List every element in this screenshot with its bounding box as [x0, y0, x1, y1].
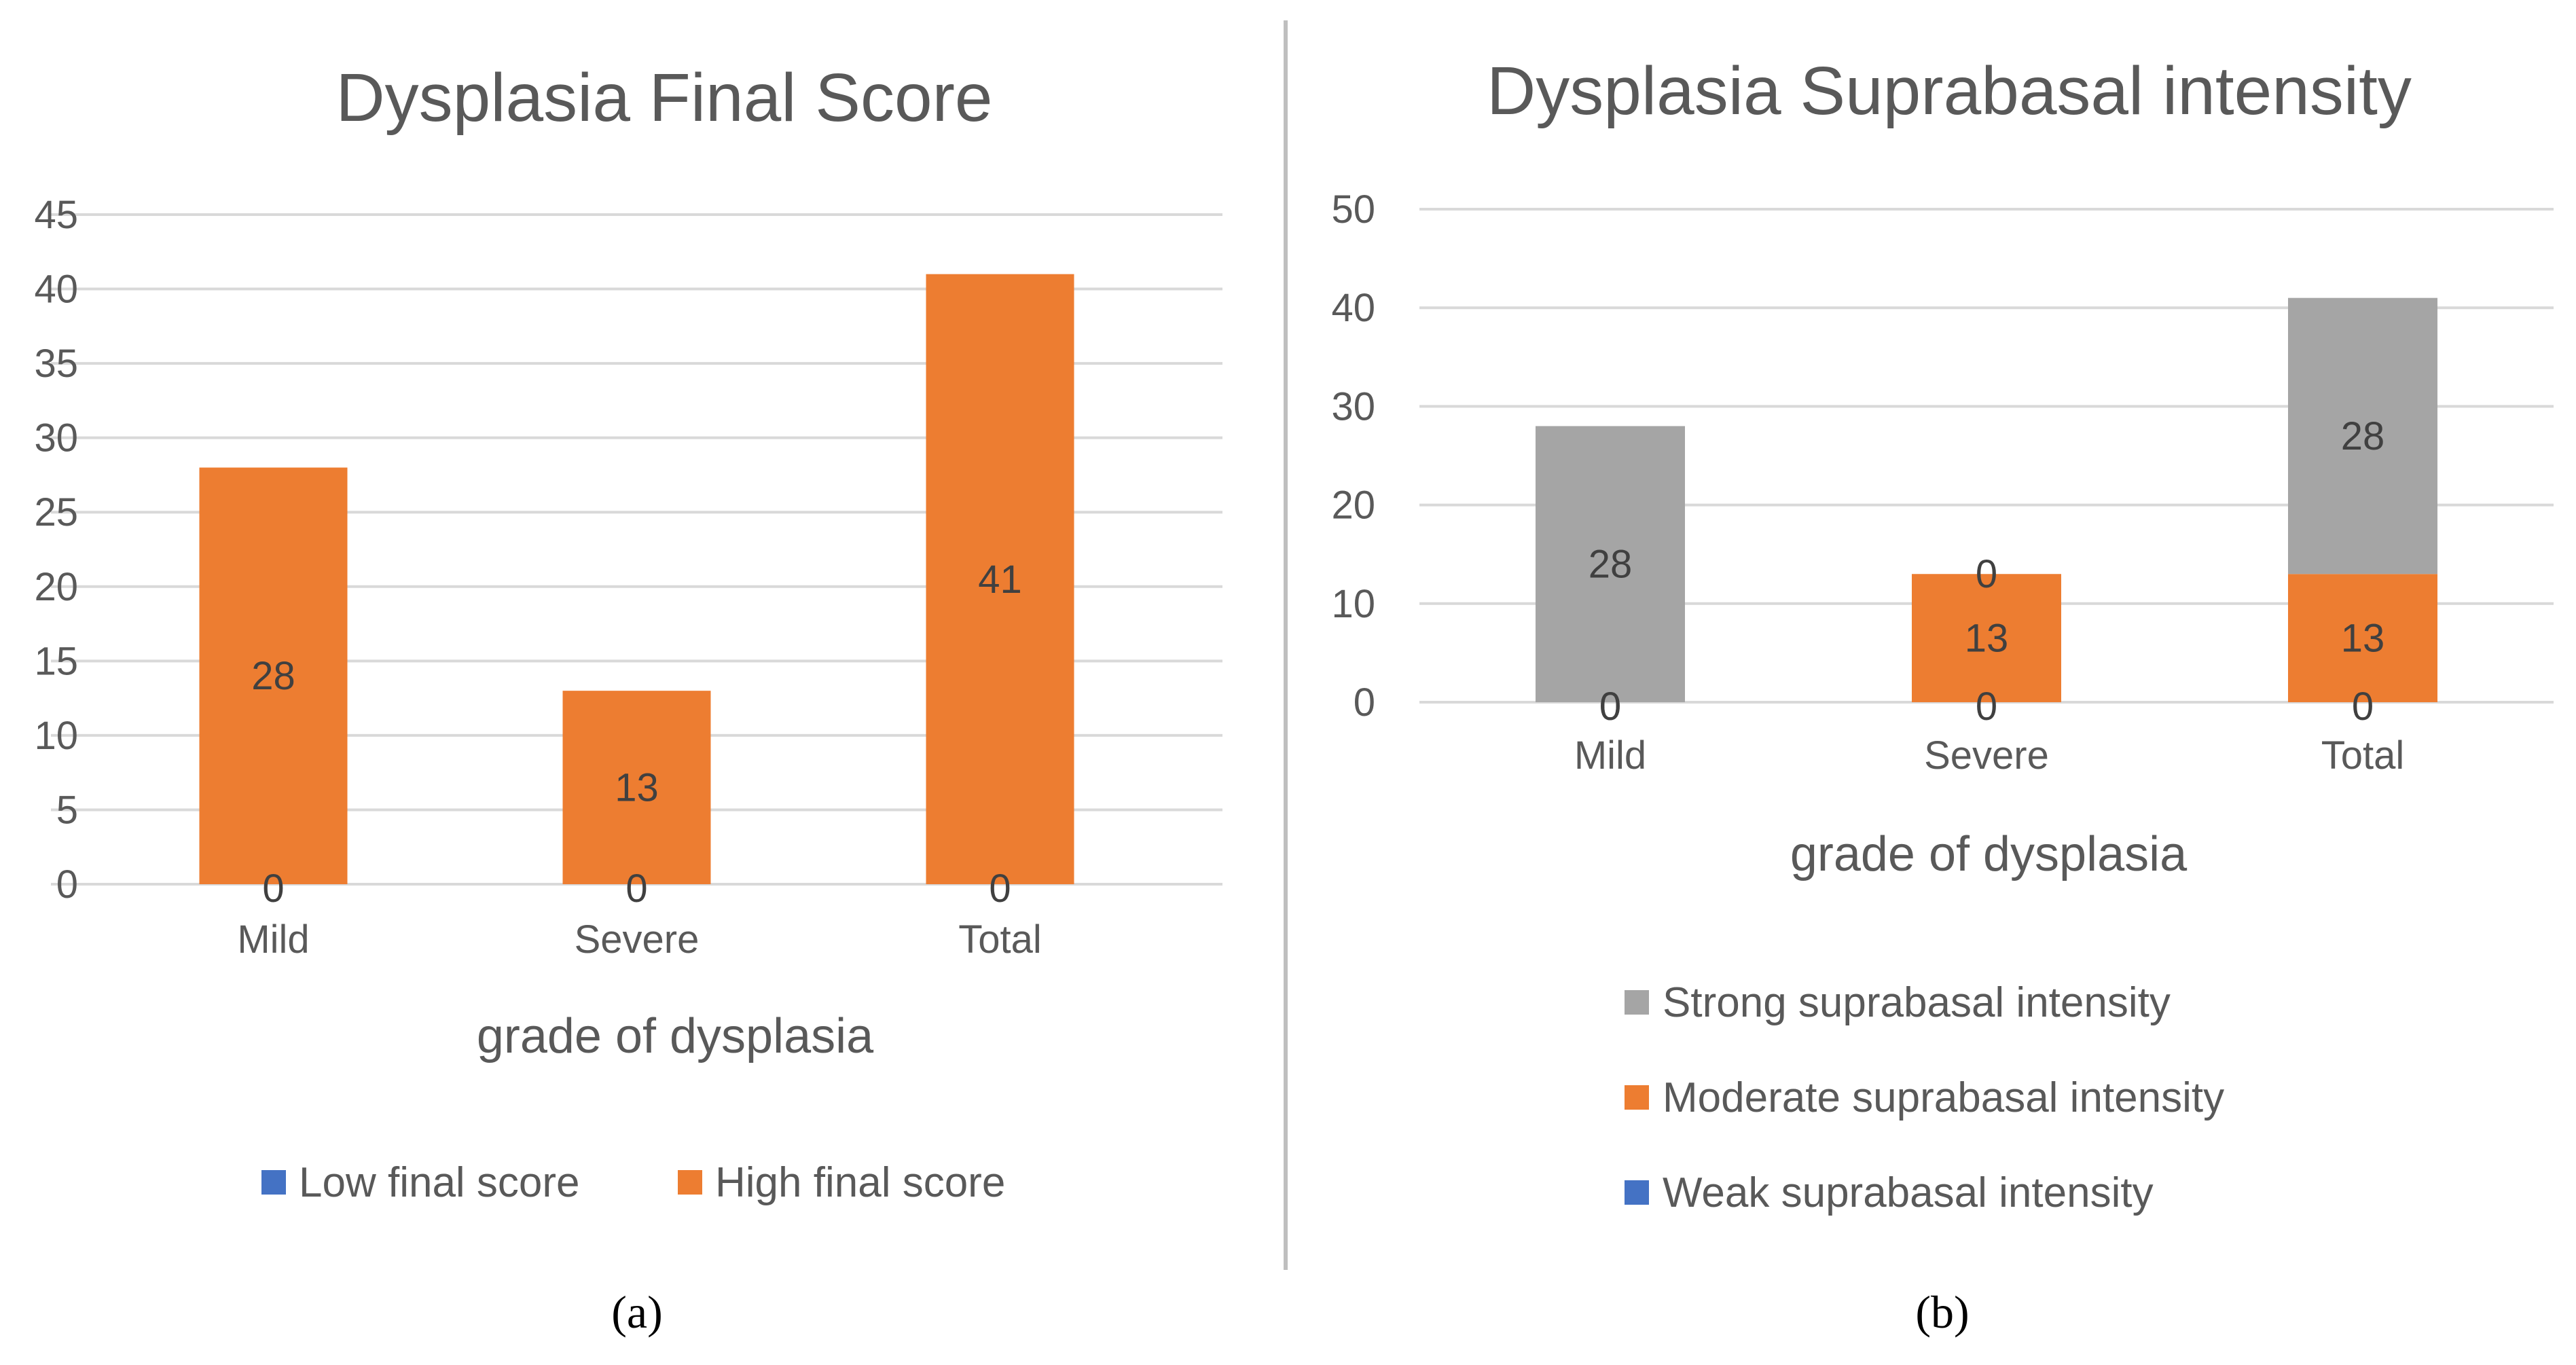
y-tick-label: 10 — [1331, 582, 1375, 626]
data-label-moderate-suprabasal-intensity-total: 13 — [2341, 617, 2385, 661]
data-label-high-final-score-total: 41 — [978, 558, 1022, 602]
bar-high-final-score-total — [926, 274, 1074, 885]
y-tick-label: 35 — [34, 342, 78, 386]
legend-label: Strong suprabasal intensity — [1663, 979, 2171, 1026]
data-label-low-final-score-mild: 0 — [262, 867, 284, 911]
y-tick-label: 30 — [34, 416, 78, 460]
data-label-moderate-suprabasal-intensity-severe: 13 — [1965, 617, 2009, 661]
legend-label: High final score — [715, 1159, 1005, 1206]
data-label-strong-suprabasal-intensity-total: 28 — [2341, 414, 2385, 458]
bar-high-final-score-severe — [562, 691, 711, 884]
bar-moderate-suprabasal-intensity-severe — [1912, 574, 2061, 702]
x-tick-labels: Mild Severe Total — [1574, 733, 2404, 778]
legend-swatch — [1625, 990, 1649, 1015]
y-tick-label: 0 — [56, 862, 78, 907]
data-label-high-final-score-severe: 13 — [615, 766, 659, 810]
chart-a: Dysplasia Final Score 0 5 10 15 20 25 30 35 40 45… — [34, 60, 1222, 1338]
data-label-high-final-score-mild: 28 — [251, 654, 295, 698]
x-tick-label-mild: Mild — [1574, 733, 1646, 778]
legend-item-strong-suprabasal-intensity: Strong suprabasal intensity — [1625, 979, 2171, 1026]
data-label-weak-suprabasal-intensity-total: 0 — [2352, 685, 2374, 729]
legend-swatch — [1625, 1085, 1649, 1110]
legend-swatch — [261, 1170, 286, 1195]
chart-title: Dysplasia Suprabasal intensity — [1487, 53, 2412, 129]
data-label-moderate-suprabasal-intensity-mild: 0 — [1599, 685, 1621, 729]
y-tick-label: 30 — [1331, 384, 1375, 429]
legend: Strong suprabasal intensity Moderate sup… — [1625, 979, 2224, 1216]
data-label-low-final-score-severe: 0 — [625, 867, 647, 911]
y-tick-label: 0 — [1354, 680, 1375, 725]
y-tick-label: 20 — [1331, 484, 1375, 528]
data-labels: 0 28 0 13 0 41 — [251, 558, 1022, 911]
legend-item-moderate-suprabasal-intensity: Moderate suprabasal intensity — [1625, 1074, 2224, 1121]
y-tick-label: 20 — [34, 565, 78, 609]
legend-item-high-final-score: High final score — [678, 1159, 1005, 1206]
x-tick-label-total: Total — [958, 917, 1042, 962]
legend-label: Low final score — [299, 1159, 580, 1206]
bar-strong-suprabasal-intensity-mild — [1536, 426, 1685, 702]
data-label-low-final-score-total: 0 — [989, 867, 1011, 911]
bar-high-final-score-mild — [199, 467, 348, 884]
y-tick-label: 25 — [34, 490, 78, 534]
data-label-strong-suprabasal-intensity-severe: 0 — [1976, 552, 1997, 596]
x-tick-labels: Mild Severe Total — [237, 917, 1041, 962]
y-tick-labels: 0 10 20 30 40 50 — [1331, 187, 1375, 725]
legend: Low final score High final score — [261, 1159, 1005, 1206]
x-tick-label-severe: Severe — [1924, 733, 2049, 778]
y-tick-label: 10 — [34, 714, 78, 758]
legend-label: Moderate suprabasal intensity — [1663, 1074, 2224, 1121]
bar-strong-suprabasal-intensity-total — [2288, 297, 2437, 575]
panel-label: (b) — [1915, 1286, 1969, 1338]
y-tick-label: 40 — [1331, 286, 1375, 330]
x-tick-label-mild: Mild — [237, 917, 309, 962]
y-tick-label: 15 — [34, 639, 78, 683]
data-label-weak-suprabasal-intensity-severe: 0 — [1976, 685, 1997, 729]
legend-item-low-final-score: Low final score — [261, 1159, 580, 1206]
data-label-strong-suprabasal-intensity-mild: 28 — [1589, 543, 1633, 587]
legend-swatch — [1625, 1180, 1649, 1205]
y-tick-label: 40 — [34, 268, 78, 312]
legend-label: Weak suprabasal intensity — [1663, 1169, 2154, 1216]
chart-b: Dysplasia Suprabasal intensity 0 10 20 30 40… — [1331, 53, 2554, 1338]
y-tick-label: 5 — [56, 788, 78, 832]
panel-label: (a) — [611, 1286, 662, 1338]
x-tick-label-severe: Severe — [575, 917, 700, 962]
x-axis-title: grade of dysplasia — [477, 1009, 874, 1063]
bar-moderate-suprabasal-intensity-total — [2288, 574, 2437, 702]
bars — [199, 274, 1074, 885]
bars — [1536, 297, 2437, 702]
data-label-weak-suprabasal-intensity-mild: 0 — [1599, 685, 1621, 729]
legend-item-weak-suprabasal-intensity: Weak suprabasal intensity — [1625, 1169, 2154, 1216]
y-tick-labels: 0 5 10 15 20 25 30 35 40 45 — [34, 193, 78, 907]
chart-title: Dysplasia Final Score — [335, 60, 992, 136]
y-tick-label: 45 — [34, 193, 78, 237]
y-tick-label: 50 — [1331, 187, 1375, 232]
x-tick-label-total: Total — [2321, 733, 2405, 778]
legend-swatch — [678, 1170, 702, 1195]
x-axis-title: grade of dysplasia — [1790, 827, 2188, 881]
